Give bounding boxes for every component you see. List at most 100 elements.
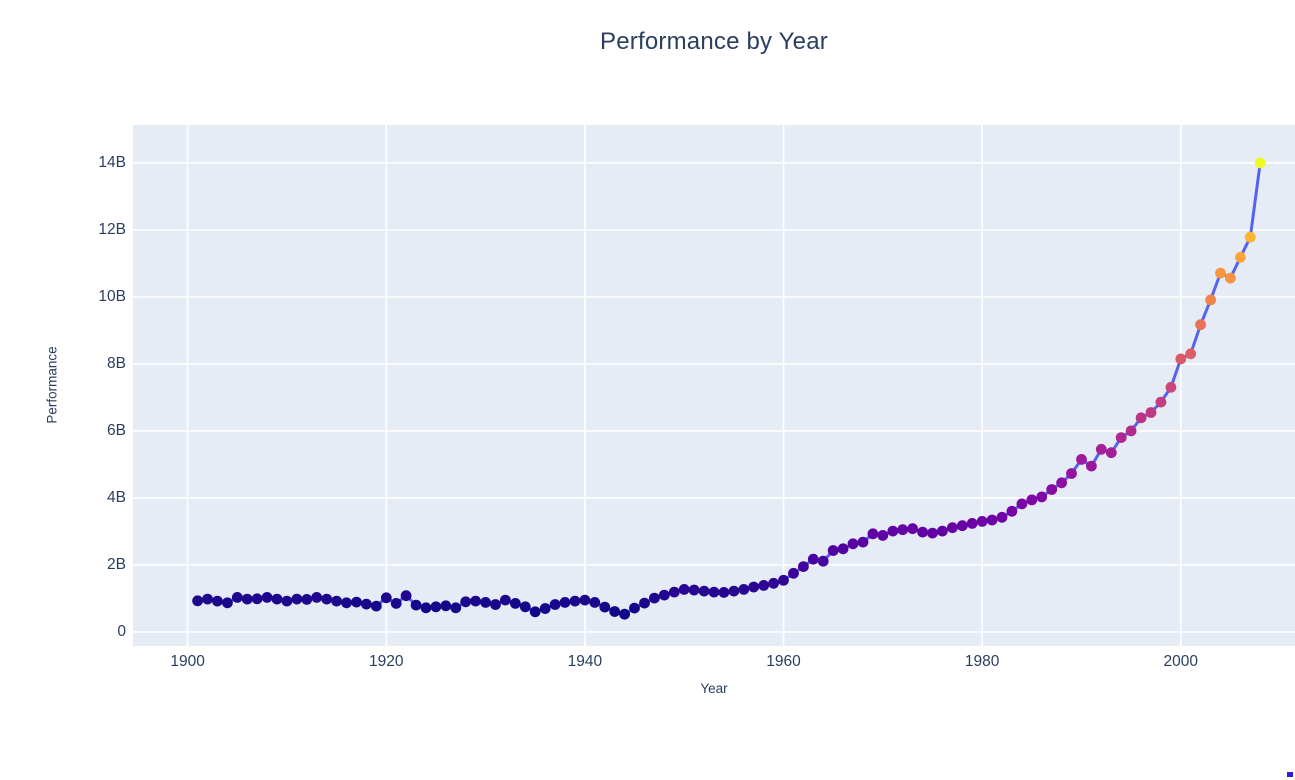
data-point[interactable]	[649, 592, 660, 604]
data-point[interactable]	[817, 555, 829, 567]
data-point[interactable]	[1016, 498, 1028, 510]
data-point[interactable]	[301, 594, 313, 605]
data-point[interactable]	[261, 592, 273, 603]
data-point[interactable]	[688, 584, 700, 596]
data-point[interactable]	[778, 574, 789, 586]
data-point[interactable]	[658, 589, 670, 601]
data-point[interactable]	[1155, 396, 1167, 408]
data-point[interactable]	[440, 600, 452, 612]
data-point[interactable]	[1135, 412, 1147, 424]
data-point[interactable]	[976, 516, 988, 527]
data-point[interactable]	[1115, 432, 1127, 443]
data-point[interactable]	[698, 585, 710, 597]
data-point[interactable]	[748, 581, 760, 593]
data-point[interactable]	[599, 601, 611, 613]
data-point[interactable]	[241, 593, 253, 605]
data-point[interactable]	[549, 599, 561, 610]
data-point[interactable]	[807, 553, 819, 565]
data-point[interactable]	[559, 597, 571, 608]
data-point[interactable]	[529, 606, 541, 618]
data-point[interactable]	[1046, 484, 1058, 495]
data-point[interactable]	[579, 594, 591, 606]
data-point[interactable]	[420, 602, 432, 614]
data-point[interactable]	[678, 584, 690, 595]
data-point[interactable]	[1026, 494, 1038, 506]
data-point[interactable]	[798, 561, 809, 572]
data-point[interactable]	[639, 597, 650, 609]
data-point[interactable]	[519, 601, 531, 613]
data-point[interactable]	[708, 586, 720, 598]
data-point[interactable]	[947, 522, 958, 534]
data-point[interactable]	[231, 592, 243, 603]
data-point[interactable]	[370, 600, 382, 612]
data-point[interactable]	[1006, 505, 1018, 517]
data-point[interactable]	[380, 592, 392, 604]
data-point[interactable]	[1056, 477, 1067, 489]
data-point[interactable]	[390, 598, 402, 609]
data-point[interactable]	[500, 594, 511, 606]
data-point[interactable]	[1076, 454, 1087, 465]
data-point[interactable]	[668, 586, 680, 598]
data-point[interactable]	[281, 595, 293, 607]
data-point[interactable]	[1254, 157, 1266, 169]
data-point[interactable]	[917, 526, 928, 538]
data-point[interactable]	[400, 590, 412, 602]
data-point[interactable]	[1235, 251, 1246, 263]
data-point[interactable]	[937, 525, 948, 537]
data-point[interactable]	[1225, 272, 1236, 284]
data-point[interactable]	[1195, 319, 1206, 331]
data-point[interactable]	[470, 595, 481, 607]
data-point[interactable]	[728, 585, 740, 597]
data-point[interactable]	[510, 598, 521, 609]
data-point[interactable]	[907, 523, 918, 535]
data-point[interactable]	[966, 518, 978, 529]
data-point[interactable]	[837, 543, 849, 555]
data-point[interactable]	[718, 587, 730, 598]
data-point[interactable]	[877, 530, 889, 541]
data-point[interactable]	[361, 598, 372, 610]
data-point[interactable]	[212, 595, 223, 607]
data-point[interactable]	[569, 595, 581, 607]
data-point[interactable]	[867, 528, 879, 540]
data-point[interactable]	[768, 577, 779, 589]
data-point[interactable]	[788, 567, 799, 579]
data-point[interactable]	[321, 593, 333, 605]
data-point[interactable]	[1066, 468, 1077, 479]
data-point[interactable]	[887, 525, 899, 537]
data-point[interactable]	[271, 593, 283, 605]
data-point[interactable]	[1105, 447, 1117, 459]
data-point[interactable]	[341, 597, 352, 609]
data-point[interactable]	[1165, 381, 1177, 393]
data-point[interactable]	[1215, 267, 1226, 279]
data-point[interactable]	[589, 597, 601, 608]
data-point[interactable]	[827, 545, 839, 556]
data-point[interactable]	[927, 527, 938, 539]
data-point[interactable]	[1205, 294, 1216, 306]
data-point[interactable]	[738, 584, 750, 595]
data-point[interactable]	[758, 580, 770, 591]
data-point[interactable]	[192, 595, 204, 607]
data-point[interactable]	[986, 514, 998, 526]
data-point[interactable]	[897, 524, 909, 536]
data-point[interactable]	[291, 593, 303, 605]
data-point[interactable]	[1086, 460, 1097, 472]
data-point[interactable]	[331, 595, 342, 607]
data-point[interactable]	[490, 599, 501, 610]
data-point[interactable]	[480, 597, 491, 608]
data-point[interactable]	[450, 602, 462, 614]
data-point[interactable]	[1185, 348, 1197, 360]
data-point[interactable]	[1145, 407, 1157, 418]
data-point[interactable]	[1095, 443, 1107, 455]
data-point[interactable]	[202, 593, 213, 605]
data-point[interactable]	[857, 536, 869, 548]
data-point[interactable]	[619, 608, 630, 620]
data-point[interactable]	[460, 596, 472, 608]
data-point[interactable]	[430, 601, 442, 613]
data-point[interactable]	[410, 599, 422, 611]
data-point[interactable]	[1036, 491, 1048, 503]
data-point[interactable]	[609, 606, 621, 617]
data-point[interactable]	[539, 603, 551, 614]
data-point[interactable]	[996, 511, 1008, 523]
data-point[interactable]	[956, 520, 968, 532]
